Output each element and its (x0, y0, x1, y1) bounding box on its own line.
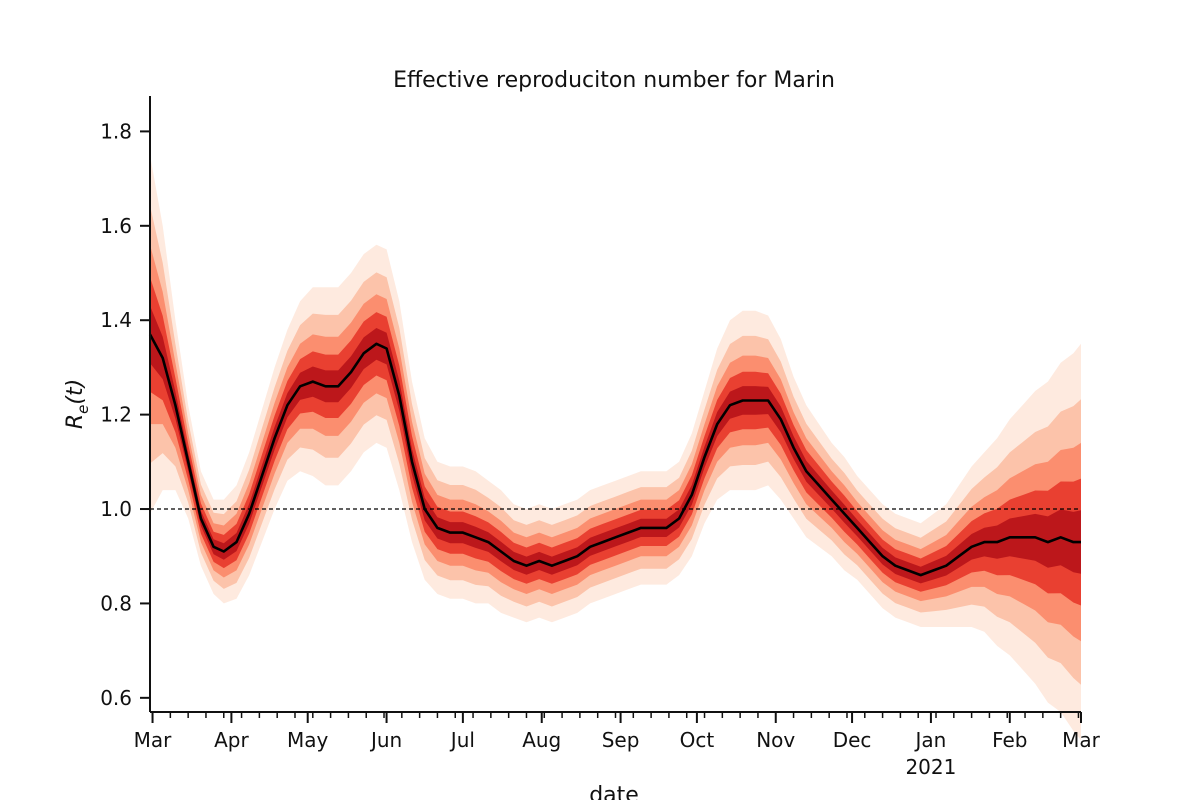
x-tick-label-10: Jan (913, 728, 946, 752)
x-year-label: 2021 (905, 755, 956, 779)
x-tick-label-1: Apr (214, 728, 249, 752)
y-axis-label-sub: e (74, 405, 92, 414)
y-tick-label-2: 1.0 (100, 497, 132, 521)
y-axis-label: Re(t) (63, 379, 92, 429)
x-tick-label-5: Aug (522, 728, 561, 752)
x-tick-label-6: Sep (602, 728, 640, 752)
x-tick-label-0: Mar (134, 728, 173, 752)
y-axis-label-arg: (t) (63, 379, 88, 405)
uncertainty-band-5 (150, 305, 1081, 584)
x-axis-label: date (589, 783, 639, 800)
uncertainty-bands (150, 155, 1081, 741)
y-tick-label-3: 1.2 (100, 403, 132, 427)
y-tick-label-5: 1.6 (100, 214, 132, 238)
x-tick-label-12: Mar (1062, 728, 1101, 752)
y-tick-label-0: 0.6 (100, 686, 132, 710)
axes: 0.6 0.8 1.0 1.2 1.4 1.6 1.8 Mar Apr May Jun Jul Aug S… (100, 96, 1101, 779)
y-axis-label-main: R (63, 414, 88, 429)
x-tick-label-7: Oct (680, 728, 715, 752)
x-tick-label-2: May (287, 728, 329, 752)
y-tick-label-6: 1.8 (100, 119, 132, 143)
chart-title: Effective reproduciton number for Marin (393, 68, 835, 93)
y-tick-label-4: 1.4 (100, 308, 132, 332)
x-tick-label-11: Feb (992, 728, 1027, 752)
y-tick-label-1: 0.8 (100, 591, 132, 615)
x-tick-label-8: Nov (756, 728, 795, 752)
series-layer (148, 333, 1081, 577)
x-tick-label-9: Dec (833, 728, 872, 752)
series-line-median (148, 333, 1081, 577)
x-tick-label-4: Jul (449, 728, 475, 752)
x-tick-label-3: Jun (369, 728, 402, 752)
